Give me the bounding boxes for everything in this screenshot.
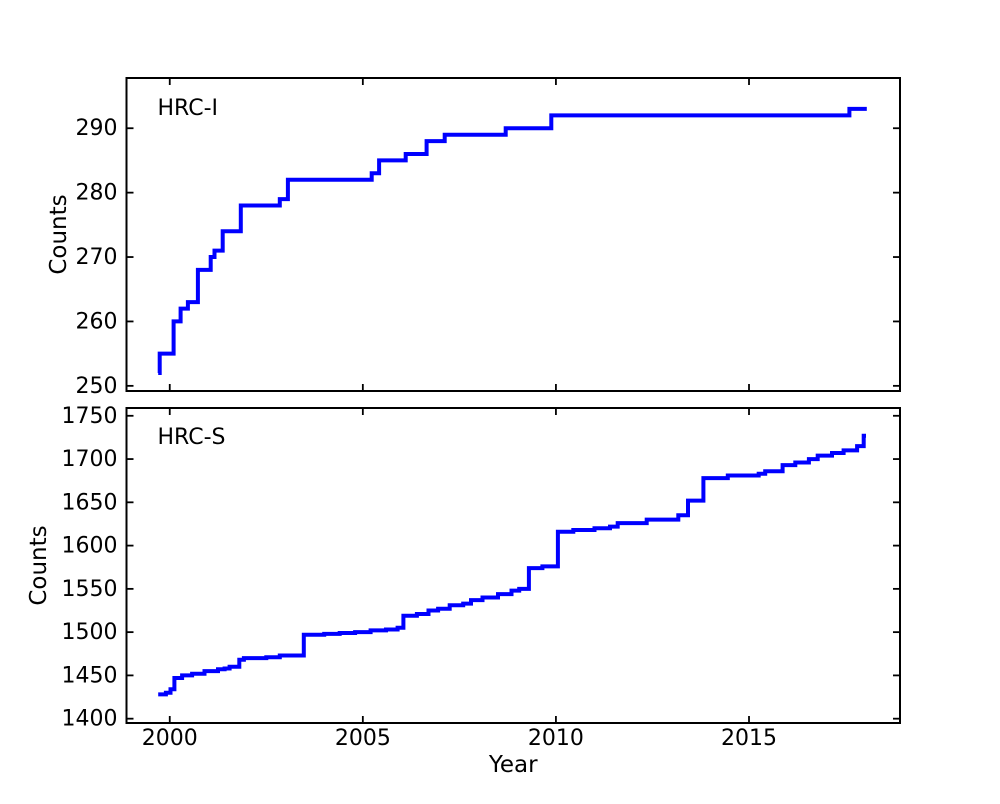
hrc-i-cumulative-line [157,106,867,375]
x-tick-label: 2005 [335,726,391,751]
y-tick-label: 1700 [62,447,118,472]
y-tick-label: 1500 [62,620,118,645]
x-tick-label: 2010 [528,726,584,751]
panel-annotation: HRC-S [158,425,226,450]
y-tick-label: 280 [76,181,118,206]
x-axis-label: Year [488,752,538,778]
y-tick-label: 1550 [62,577,118,602]
panel-annotation: HRC-I [158,96,219,121]
hrc-s-cumulative-line [158,433,866,697]
y-tick-label: 290 [76,116,118,141]
y-tick-label: 1650 [62,490,118,515]
y-tick-label: 270 [76,245,118,270]
y-tick-label: 1750 [62,404,118,429]
y-tick-label: 250 [76,374,118,399]
y-tick-label: 1600 [62,534,118,559]
x-tick-label: 2000 [142,726,198,751]
x-tick-label: 2015 [721,726,777,751]
axes-frame [125,77,901,392]
hrc-s-panel: 2000 2005 2010 2015 1400 1450 1500 1550 1600 1650… [26,404,901,778]
y-axis-label: Counts [46,194,72,274]
y-tick-label: 1450 [62,663,118,688]
y-axis-label: Counts [26,525,52,605]
y-tick-label: 260 [76,309,118,334]
y-tick-label: 1400 [62,707,118,732]
hrc-i-panel: 250 260 270 280 290 Counts HRC-I [46,77,901,399]
axes-frame [125,407,901,724]
